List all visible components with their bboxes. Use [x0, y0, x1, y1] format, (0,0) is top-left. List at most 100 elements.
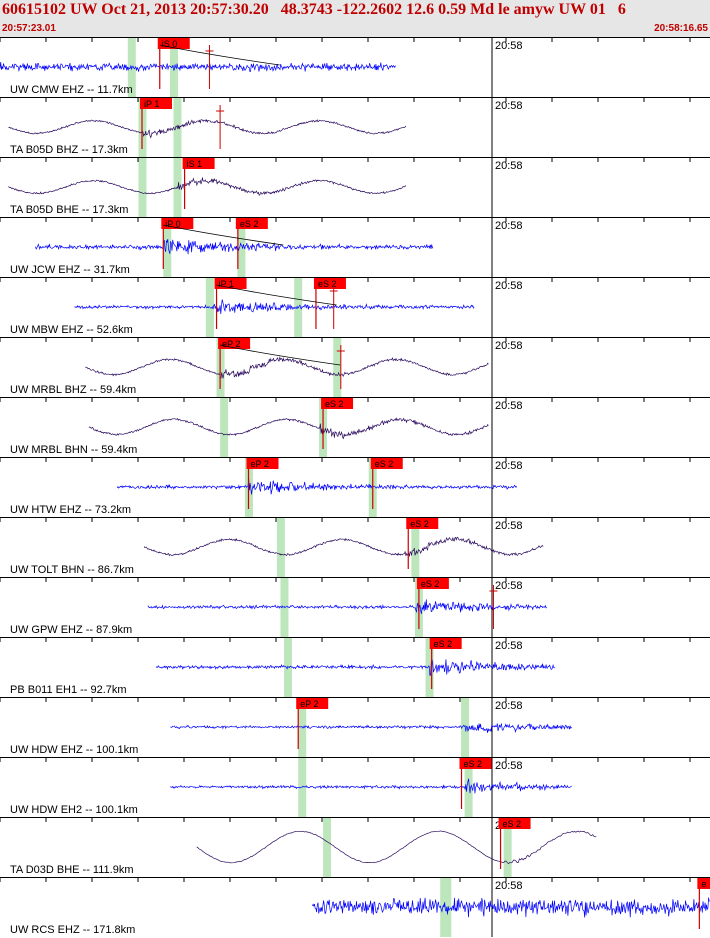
phase-window-band — [163, 218, 172, 277]
phase-pick-box[interactable] — [161, 218, 194, 229]
phase-pick-label: eP 2 — [222, 339, 240, 349]
waveform-trace[interactable] — [85, 356, 489, 379]
phase-pick-box[interactable] — [498, 818, 531, 829]
waveform-trace[interactable] — [74, 299, 475, 315]
phase-pick-label: iS 1 — [187, 159, 203, 169]
phase-pick-label: eS 2 — [434, 639, 453, 649]
phase-pick-box[interactable] — [140, 98, 172, 109]
phase-pick-label: eS 2 — [318, 279, 337, 289]
phase-pick-box[interactable] — [157, 38, 190, 49]
station-label: UW HDW EHZ -- 100.1km — [10, 744, 138, 756]
travel-time-curve — [216, 284, 337, 306]
phase-pick-box[interactable] — [321, 398, 354, 409]
station-label: TA B05D BHE -- 17.3km — [10, 204, 128, 216]
station-label: UW TOLT BHN -- 86.7km — [10, 564, 134, 576]
station-label: UW HTW EHZ -- 73.2km — [10, 504, 131, 516]
phase-window-band — [333, 338, 342, 397]
waveform-trace[interactable] — [312, 897, 710, 918]
event-header: 60615102 UW Oct 21, 2013 20:57:30.20 48.… — [0, 0, 710, 37]
time-tick-label: 20:58 — [495, 340, 523, 352]
phase-pick-label: e — [701, 879, 706, 889]
time-tick-label: 20:58 — [495, 640, 523, 652]
waveform-trace[interactable] — [143, 536, 544, 557]
phase-pick-label: eS 2 — [410, 519, 429, 529]
phase-window-band — [169, 38, 178, 97]
phase-pick-label: eS 2 — [325, 399, 344, 409]
phase-pick-box[interactable] — [296, 698, 329, 709]
phase-pick-label: eS 2 — [503, 819, 522, 829]
waveform-trace[interactable] — [8, 177, 407, 196]
phase-pick-box[interactable] — [697, 878, 710, 889]
time-tick-label: 20:58 — [495, 40, 523, 52]
phase-pick-box[interactable] — [246, 458, 279, 469]
travel-time-curve — [163, 224, 284, 246]
station-label: UW CMW EHZ -- 11.7km — [10, 84, 133, 96]
station-label: UW GPW EHZ -- 87.9km — [10, 624, 132, 636]
time-tick-label: 20:58 — [495, 400, 523, 412]
station-label: UW HDW EH2 -- 100.1km — [10, 804, 138, 816]
station-label: TA D03D BHE -- 111.9km — [10, 864, 133, 876]
time-tick-label: 20:58 — [495, 580, 523, 592]
phase-pick-box[interactable] — [235, 218, 268, 229]
end-time-label: 20:58:16.65 — [654, 23, 708, 34]
phase-window-band — [237, 218, 246, 277]
time-tick-label: 20:58 — [495, 520, 523, 532]
phase-pick-box[interactable] — [214, 278, 247, 289]
phase-window-band — [284, 638, 292, 697]
travel-time-curve — [220, 344, 341, 366]
waveform-trace[interactable] — [170, 778, 572, 794]
waveform-trace[interactable] — [196, 830, 597, 865]
waveform-trace[interactable] — [170, 722, 572, 733]
phase-pick-label: eP 2 — [251, 459, 269, 469]
waveform-trace[interactable] — [155, 658, 556, 676]
phase-pick-label: eS 2 — [375, 459, 394, 469]
phase-pick-label: iP 1 — [219, 279, 234, 289]
waveform-trace[interactable] — [116, 478, 518, 495]
time-tick-label: 20:58 — [495, 100, 523, 112]
waveform-trace[interactable] — [0, 61, 396, 73]
phase-pick-box[interactable] — [416, 578, 449, 589]
phase-pick-box[interactable] — [313, 278, 346, 289]
phase-window-band — [323, 818, 332, 877]
phase-window-band — [411, 518, 420, 577]
phase-window-band — [276, 518, 285, 577]
phase-window-band — [464, 758, 473, 817]
phase-pick-label: eS 2 — [464, 759, 483, 769]
phase-window-band — [443, 878, 452, 937]
phase-window-band — [220, 398, 229, 457]
time-tick-label: 20:58 — [495, 700, 523, 712]
phase-pick-label: iP 0 — [165, 219, 180, 229]
time-tick-label: 20:58 — [495, 160, 523, 172]
phase-pick-label: iP 1 — [144, 99, 159, 109]
phase-pick-box[interactable] — [218, 338, 251, 349]
waveform-trace[interactable] — [35, 239, 434, 255]
phase-pick-label: eS 2 — [421, 579, 440, 589]
phase-window-band — [503, 818, 512, 877]
station-label: UW MRBL BHZ -- 59.4km — [10, 384, 136, 396]
seismogram-panel[interactable]: 20:58 20:58 20:58 20:58 20:58 20:58 20:58 20:58… — [0, 37, 710, 938]
event-title: 60615102 UW Oct 21, 2013 20:57:30.20 48.… — [2, 1, 626, 18]
station-label: UW MRBL BHN -- 59.4km — [10, 444, 137, 456]
phase-pick-box[interactable] — [429, 638, 462, 649]
time-tick-label: 20:58 — [495, 220, 523, 232]
time-tick-label: 20:58 — [495, 760, 523, 772]
phase-pick-box[interactable] — [406, 518, 439, 529]
time-tick-label: 20:58 — [495, 280, 523, 292]
waveform-trace[interactable] — [88, 417, 489, 440]
phase-pick-label: eS 2 — [240, 219, 259, 229]
start-time-label: 20:57:23.01 — [2, 23, 56, 34]
station-label: TA B05D BHZ -- 17.3km — [10, 144, 128, 156]
phase-pick-label: eP 2 — [300, 699, 318, 709]
waveform-trace[interactable] — [147, 599, 547, 614]
time-tick-label: 20:58 — [495, 880, 523, 892]
time-tick-label: 20:58 — [495, 460, 523, 472]
waveform-trace[interactable] — [8, 118, 407, 139]
station-label: PB B011 EH1 -- 92.7km — [10, 684, 127, 696]
phase-pick-box[interactable] — [182, 158, 215, 169]
station-label: UW RCS EHZ -- 171.8km — [10, 924, 135, 936]
phase-pick-box[interactable] — [459, 758, 492, 769]
phase-window-band — [138, 158, 147, 217]
phase-pick-box[interactable] — [370, 458, 403, 469]
station-label: UW JCW EHZ -- 31.7km — [10, 264, 130, 276]
travel-time-curve — [159, 44, 280, 66]
